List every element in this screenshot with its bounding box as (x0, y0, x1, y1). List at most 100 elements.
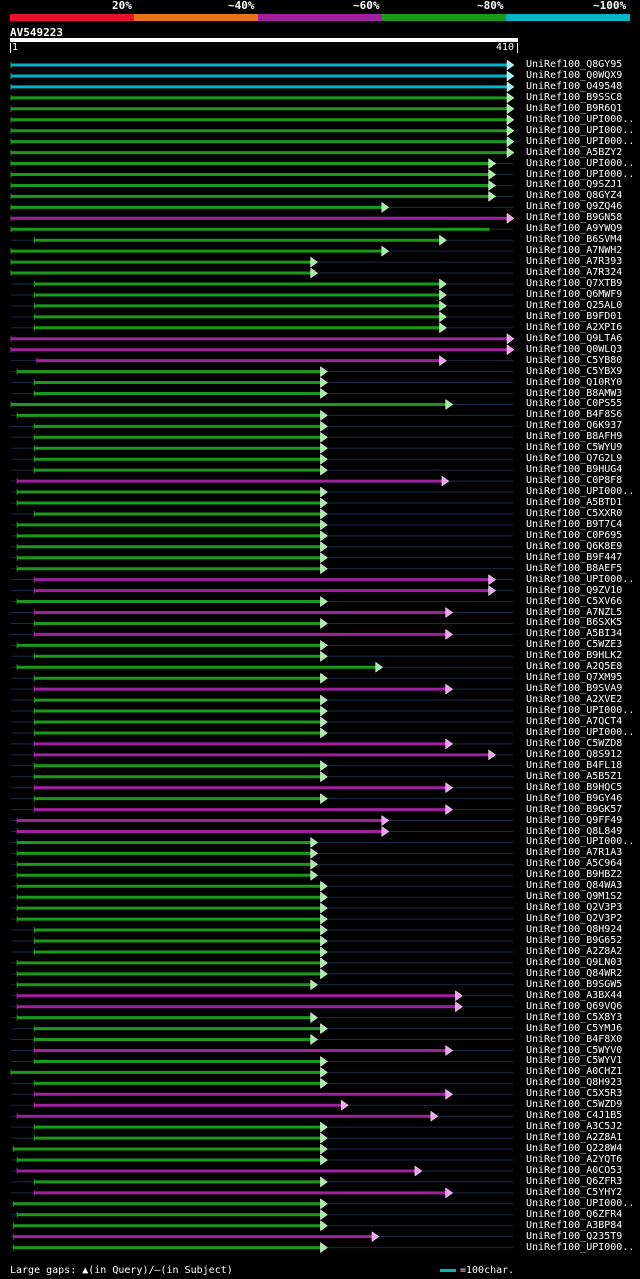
hit-label[interactable]: UniRef100_A9YWQ9 (526, 223, 623, 235)
hit-row[interactable] (11, 300, 513, 312)
hit-row[interactable] (11, 1242, 513, 1254)
hit-row[interactable] (11, 836, 513, 848)
hit-row[interactable] (11, 596, 513, 608)
hit-row[interactable] (10, 136, 515, 148)
hit-row[interactable] (11, 453, 513, 465)
hit-label[interactable]: UniRef100_Q9ZQ46 (526, 201, 623, 213)
hit-label[interactable]: UniRef100_C5WYU9 (526, 442, 623, 454)
hit-label[interactable]: UniRef100_A2Z8A1 (526, 1132, 623, 1144)
hit-row[interactable] (11, 880, 513, 892)
hit-row[interactable] (11, 289, 513, 301)
hit-label[interactable]: UniRef100_Q2V3P2 (526, 913, 623, 925)
hit-label[interactable]: UniRef100_C5WZD8 (526, 737, 623, 749)
hit-row[interactable] (11, 1132, 513, 1144)
hit-row[interactable] (11, 694, 513, 706)
hit-row[interactable] (11, 1154, 513, 1166)
hit-label[interactable]: UniRef100_A5BZY2 (526, 146, 623, 158)
hit-row[interactable] (10, 245, 513, 257)
hit-label[interactable]: UniRef100_C5XXR0 (526, 507, 623, 519)
hit-label[interactable]: UniRef100_Q8S912 (526, 748, 623, 760)
hit-row[interactable] (11, 749, 513, 761)
hit-row[interactable] (11, 716, 513, 728)
hit-label[interactable]: UniRef100_Q9FF49 (526, 814, 623, 826)
hit-label[interactable]: UniRef100_Q25AL0 (526, 299, 623, 311)
hit-label[interactable]: UniRef100_B9HUG4 (526, 464, 623, 476)
hit-label[interactable]: UniRef100_B9SSC8 (526, 91, 623, 103)
hit-row[interactable] (11, 990, 513, 1002)
hit-row[interactable] (11, 497, 513, 509)
hit-row[interactable] (11, 1198, 513, 1210)
hit-row[interactable] (11, 858, 513, 870)
hit-label[interactable]: UniRef100_UPI000.. (526, 705, 635, 717)
hit-label[interactable]: UniRef100_UPI000.. (526, 113, 635, 125)
hit-row[interactable] (11, 946, 513, 958)
hit-row[interactable] (10, 147, 515, 159)
hit-label[interactable]: UniRef100_Q8H924 (526, 924, 623, 936)
hit-label[interactable]: UniRef100_B9HLK2 (526, 650, 623, 662)
hit-row[interactable] (11, 1231, 513, 1243)
hit-row[interactable] (11, 377, 513, 389)
hit-label[interactable]: UniRef100_B9G652 (526, 935, 623, 946)
hit-row[interactable] (10, 190, 513, 202)
hit-row[interactable] (10, 256, 513, 268)
hit-row[interactable] (11, 1176, 513, 1188)
hit-label[interactable]: UniRef100_A2YQT6 (526, 1154, 623, 1165)
hit-label[interactable]: UniRef100_B4FL18 (526, 759, 623, 771)
hit-label[interactable]: UniRef100_B9HBZ2 (526, 869, 623, 881)
hit-row[interactable] (11, 924, 513, 936)
hit-label[interactable]: UniRef100_Q69VQ6 (526, 1000, 623, 1012)
hit-row[interactable] (11, 409, 513, 421)
hit-label[interactable]: UniRef100_Q228W4 (526, 1143, 623, 1155)
hit-label[interactable]: UniRef100_B9GN58 (526, 212, 623, 224)
hit-label[interactable]: UniRef100_B6SXK5 (526, 617, 623, 629)
hit-row[interactable] (11, 650, 513, 662)
hit-label[interactable]: UniRef100_UPI000.. (526, 573, 635, 585)
hit-label[interactable]: UniRef100_Q235T9 (526, 1230, 623, 1242)
hit-row[interactable] (10, 92, 515, 104)
hit-row[interactable] (10, 59, 515, 71)
hit-row[interactable] (11, 738, 513, 750)
hit-label[interactable]: UniRef100_Q6K8E9 (526, 540, 623, 552)
hit-row[interactable] (11, 1187, 513, 1199)
hit-row[interactable] (11, 771, 513, 783)
hit-label[interactable]: UniRef100_A3C5J2 (526, 1121, 623, 1133)
hit-label[interactable]: UniRef100_B4F8S6 (526, 409, 623, 421)
hit-label[interactable]: UniRef100_A7QCT4 (526, 716, 623, 727)
hit-label[interactable]: UniRef100_C5X8Y3 (526, 1011, 623, 1023)
hit-label[interactable]: UniRef100_Q7XTB9 (526, 278, 623, 289)
hit-row[interactable] (11, 355, 513, 367)
hit-row[interactable] (11, 913, 513, 925)
hit-label[interactable]: UniRef100_Q9ZV10 (526, 584, 623, 596)
hit-row[interactable] (11, 628, 513, 640)
hit-label[interactable]: UniRef100_B9T7C4 (526, 518, 623, 530)
hit-row[interactable] (11, 322, 513, 334)
hit-row[interactable] (11, 311, 513, 323)
hit-label[interactable]: UniRef100_C0P8F8 (526, 475, 623, 487)
hit-label[interactable]: UniRef100_B9SGW5 (526, 978, 623, 990)
hit-row[interactable] (11, 782, 513, 794)
hit-row[interactable] (11, 672, 513, 684)
hit-label[interactable]: UniRef100_C4J1B5 (526, 1110, 623, 1122)
hit-label[interactable]: UniRef100_A7R1A3 (526, 847, 623, 859)
hit-row[interactable] (11, 1220, 513, 1232)
hit-row[interactable] (11, 661, 513, 673)
hit-label[interactable]: UniRef100_A2XVE2 (526, 694, 623, 706)
hit-label[interactable]: UniRef100_C0P695 (526, 529, 623, 541)
hit-row[interactable] (11, 968, 513, 980)
hit-label[interactable]: UniRef100_B8AFH9 (526, 431, 623, 443)
hit-label[interactable]: UniRef100_A5BI34 (526, 628, 623, 640)
hit-row[interactable] (11, 1110, 513, 1122)
hit-label[interactable]: UniRef100_A2Z8A2 (526, 945, 623, 957)
hit-label[interactable]: UniRef100_Q8L849 (526, 825, 623, 837)
hit-label[interactable]: UniRef100_Q6ZFR4 (526, 1208, 623, 1220)
hit-row[interactable] (11, 1209, 513, 1221)
hit-label[interactable]: UniRef100_B9R6Q1 (526, 102, 623, 114)
hit-row[interactable] (11, 617, 513, 629)
hit-label[interactable]: UniRef100_Q9LTA6 (526, 332, 623, 344)
hit-label[interactable]: UniRef100_A7R393 (526, 256, 623, 268)
hit-row[interactable] (11, 639, 513, 651)
hit-label[interactable]: UniRef100_Q7XM95 (526, 672, 623, 684)
hit-row[interactable] (10, 226, 513, 233)
hit-row[interactable] (11, 1012, 513, 1024)
hit-row[interactable] (11, 683, 513, 695)
